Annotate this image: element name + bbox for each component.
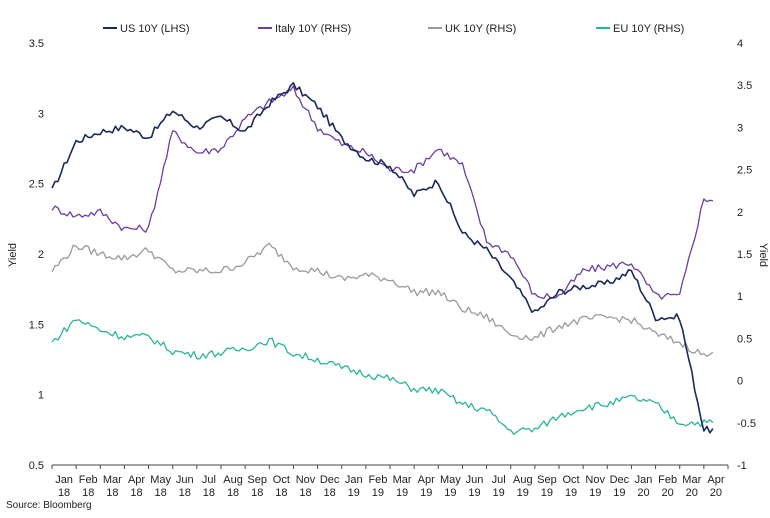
x-tick-month: Apr [418,474,435,486]
x-tick-month: Jan [345,474,363,486]
right-tick-label: 0.5 [737,333,752,345]
x-tick-month: Jul [202,474,216,486]
x-tick-month: Sep [247,474,267,486]
series-lines [51,82,714,435]
x-tick-month: Jun [466,474,484,486]
legend-label: US 10Y (LHS) [120,23,190,35]
legend: US 10Y (LHS) Italy 10Y (RHS) UK 10Y (RHS) E… [103,23,684,35]
x-tick-month: Feb [79,474,98,486]
series-line-uk [51,242,714,357]
x-tick-year: 18 [82,487,94,499]
right-tick-label: -0.5 [737,418,756,430]
x-tick-year: 18 [275,487,287,499]
x-tick-month: Jan [55,474,73,486]
x-tick-month: Nov [585,474,605,486]
x-tick-year: 19 [468,487,480,499]
x-tick-year: 18 [227,487,239,499]
x-tick-month: Jun [176,474,194,486]
x-tick-month: May [150,474,171,486]
x-tick-month: Oct [563,474,580,486]
left-tick-label: 2.5 [29,179,44,191]
x-tick-year: 18 [130,487,142,499]
x-tick-year: 19 [348,487,360,499]
x-tick-year: 18 [324,487,336,499]
series-line-eu [51,319,714,435]
right-tick-label: 2.5 [737,165,752,177]
x-tick-year: 19 [517,487,529,499]
left-tick-label: 3 [38,108,44,120]
left-axis: 0.5 1 1.5 2 2.5 3 3.5 [29,38,44,472]
x-tick-year: 20 [710,487,722,499]
left-tick-label: 1 [38,390,44,402]
right-tick-label: 2 [737,207,743,219]
series-line-us [51,82,714,434]
x-tick-year: 18 [106,487,118,499]
x-tick-year: 19 [420,487,432,499]
x-tick-year: 19 [613,487,625,499]
x-tick-month: Mar [682,474,701,486]
right-tick-label: 1 [737,291,743,303]
x-tick-month: Mar [393,474,412,486]
right-axis: -1 -0.5 0 0.5 1 1.5 2 2.5 3 3.5 4 [737,38,756,472]
x-tick-month: Aug [223,474,243,486]
x-tick-month: Oct [273,474,290,486]
left-tick-label: 0.5 [29,460,44,472]
x-tick-month: May [440,474,461,486]
x-tick-year: 20 [686,487,698,499]
right-tick-label: -1 [737,460,747,472]
x-tick-month: Nov [296,474,316,486]
x-tick-year: 18 [203,487,215,499]
x-tick-month: Sep [537,474,557,486]
x-tick-month: Aug [513,474,533,486]
x-axis: Jan18Feb18Mar18Apr18May18Jun18Jul18Aug18… [51,465,729,499]
left-axis-title: Yield [7,243,19,267]
right-tick-label: 3.5 [737,80,752,92]
legend-label: UK 10Y (RHS) [445,23,516,35]
x-tick-month: Apr [128,474,145,486]
x-tick-year: 19 [444,487,456,499]
left-tick-label: 3.5 [29,38,44,50]
x-tick-month: Dec [320,474,340,486]
x-tick-year: 19 [493,487,505,499]
x-tick-month: Jul [492,474,506,486]
right-tick-label: 1.5 [737,249,752,261]
x-tick-month: Dec [610,474,630,486]
x-tick-month: Jan [635,474,653,486]
x-tick-year: 20 [637,487,649,499]
x-tick-year: 18 [251,487,263,499]
right-tick-label: 3 [737,122,743,134]
x-tick-year: 18 [58,487,70,499]
x-tick-year: 18 [155,487,167,499]
x-tick-month: Feb [368,474,387,486]
x-tick-year: 19 [589,487,601,499]
x-tick-month: Feb [658,474,677,486]
right-tick-label: 0 [737,376,743,388]
x-tick-month: Apr [707,474,724,486]
legend-label: Italy 10Y (RHS) [275,23,351,35]
x-tick-year: 19 [565,487,577,499]
x-tick-month: Mar [103,474,122,486]
series-line-italy [51,85,713,300]
right-axis-title: Yield [757,243,769,267]
source-note: Source: Bloomberg [6,500,92,511]
left-tick-label: 2 [38,249,44,261]
x-tick-year: 18 [299,487,311,499]
right-tick-label: 4 [737,38,743,50]
legend-label: EU 10Y (RHS) [613,23,684,35]
x-tick-year: 19 [396,487,408,499]
x-tick-year: 20 [662,487,674,499]
x-tick-year: 18 [179,487,191,499]
x-tick-year: 19 [372,487,384,499]
x-tick-year: 19 [541,487,553,499]
left-tick-label: 1.5 [29,319,44,331]
